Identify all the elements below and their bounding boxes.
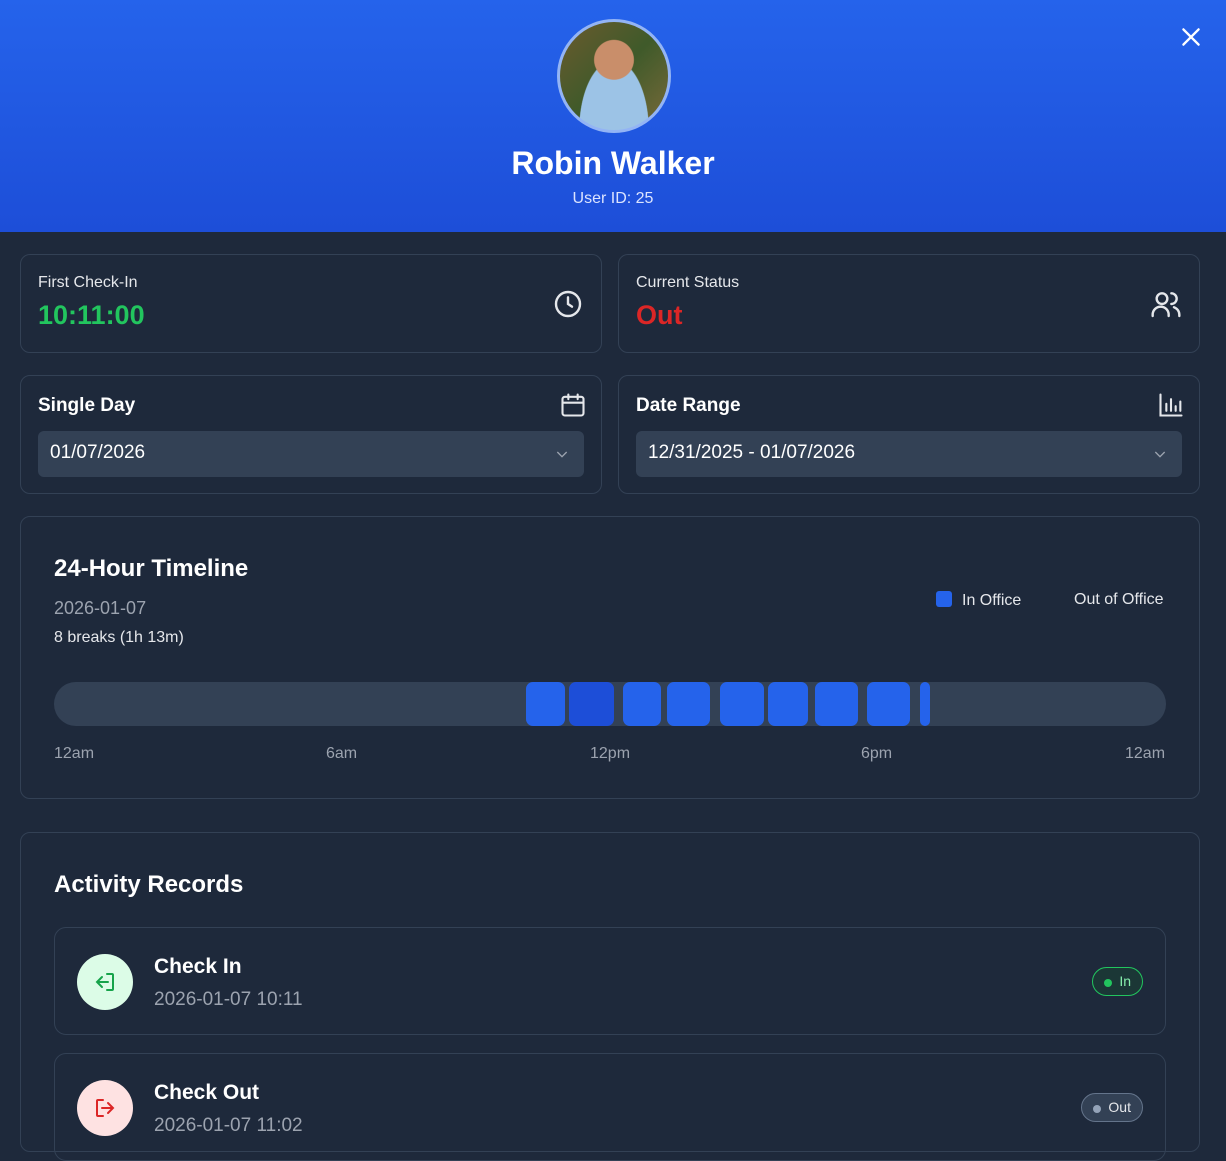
log-out-icon xyxy=(77,1080,133,1136)
current-status-value: Out xyxy=(636,300,683,330)
record-type: Check Out xyxy=(154,1081,260,1104)
activity-record[interactable]: Check In 2026-01-07 10:11 In xyxy=(54,927,1166,1035)
in-office-segment[interactable] xyxy=(919,682,930,726)
activity-title: Activity Records xyxy=(54,871,244,898)
record-type: Check In xyxy=(154,955,242,978)
activity-records-card: Activity Records Check In 2026-01-07 10:… xyxy=(20,832,1200,1161)
single-day-label: Single Day xyxy=(38,395,136,416)
chevron-down-icon xyxy=(1154,451,1166,458)
timeline-date: 2026-01-07 xyxy=(54,598,147,618)
in-office-segment[interactable] xyxy=(525,682,566,726)
tick-label: 6pm xyxy=(861,745,893,762)
current-status-card: Current Status Out xyxy=(618,254,1200,353)
badge-label: In xyxy=(1119,973,1131,989)
log-in-icon xyxy=(77,954,133,1010)
in-office-segment[interactable] xyxy=(569,682,614,726)
timeline-breaks: 8 breaks (1h 13m) xyxy=(54,629,184,646)
avatar xyxy=(557,19,671,133)
date-range-label: Date Range xyxy=(636,395,741,416)
legend-label: In Office xyxy=(962,592,1022,609)
user-id: User ID: 25 xyxy=(572,190,654,207)
bar-chart-icon xyxy=(1159,393,1183,417)
status-badge: Out xyxy=(1081,1093,1143,1122)
first-checkin-value: 10:11:00 xyxy=(38,300,145,330)
in-office-segment[interactable] xyxy=(768,682,808,726)
record-time: 2026-01-07 11:02 xyxy=(154,1115,303,1136)
tick-label: 12am xyxy=(1125,745,1166,762)
legend-in-office: In Office xyxy=(936,591,1021,610)
close-icon[interactable] xyxy=(1178,24,1204,50)
chevron-down-icon xyxy=(556,451,568,458)
tick-label: 12pm xyxy=(590,745,631,762)
in-office-segment[interactable] xyxy=(623,682,661,726)
legend-swatch xyxy=(936,591,952,607)
timeline-track xyxy=(54,682,1166,726)
in-office-segment[interactable] xyxy=(814,682,858,726)
in-office-segment[interactable] xyxy=(719,682,764,726)
timeline-card: 24-Hour Timeline 2026-01-07 8 breaks (1h… xyxy=(20,516,1200,799)
tick-label: 6am xyxy=(326,745,358,762)
badge-label: Out xyxy=(1108,1099,1131,1115)
record-time: 2026-01-07 10:11 xyxy=(154,989,303,1010)
current-status-label: Current Status xyxy=(636,274,740,291)
in-office-segment[interactable] xyxy=(667,682,711,726)
date-range-value: 12/31/2025 - 01/07/2026 xyxy=(648,442,856,463)
users-icon xyxy=(1151,292,1181,318)
profile-header: Robin Walker User ID: 25 xyxy=(0,0,1226,232)
single-day-value: 01/07/2026 xyxy=(50,442,146,463)
first-checkin-card: First Check-In 10:11:00 xyxy=(20,254,602,353)
tick-label: 12am xyxy=(54,745,95,762)
status-badge: In xyxy=(1092,967,1143,996)
calendar-icon xyxy=(561,393,585,417)
legend-out-of-office: Out of Office xyxy=(1074,591,1164,608)
date-range-select[interactable]: 12/31/2025 - 01/07/2026 xyxy=(636,431,1182,477)
timeline-title: 24-Hour Timeline xyxy=(54,555,249,582)
single-day-select[interactable]: 01/07/2026 xyxy=(38,431,584,477)
first-checkin-label: First Check-In xyxy=(38,274,138,291)
in-office-segment[interactable] xyxy=(867,682,910,726)
single-day-card: Single Day 01/07/2026 xyxy=(20,375,602,494)
user-name: Robin Walker xyxy=(511,145,715,181)
clock-icon xyxy=(554,290,582,318)
date-range-card: Date Range 12/31/2025 - 01/07/2026 xyxy=(618,375,1200,494)
activity-record[interactable]: Check Out 2026-01-07 11:02 Out xyxy=(54,1053,1166,1161)
